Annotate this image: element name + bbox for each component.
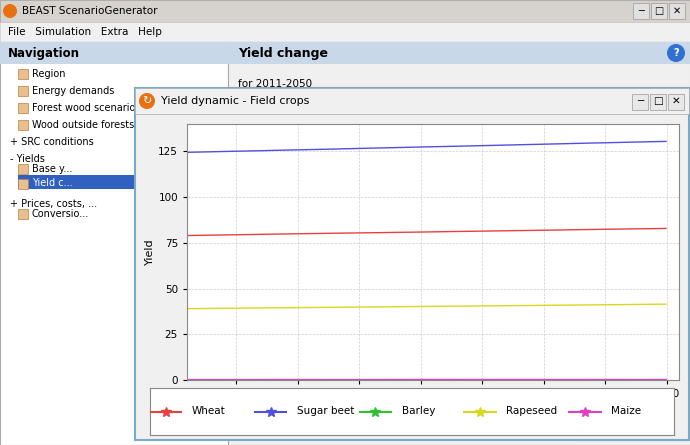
Text: Region: Region	[32, 69, 66, 79]
Circle shape	[667, 44, 685, 62]
Bar	[0, 42, 228, 64]
Bar	[18, 103, 28, 113]
Text: Yield change: Yield change	[238, 46, 328, 60]
Y-axis label: Yield: Yield	[146, 239, 155, 265]
Text: ─: ─	[638, 6, 644, 16]
Text: Wood outside forests scenario: Wood outside forests scenario	[32, 120, 179, 130]
Bar	[18, 86, 28, 96]
Text: ?: ?	[673, 48, 679, 58]
Text: Barley: Barley	[402, 406, 435, 417]
Bar	[668, 94, 684, 110]
Text: + SRC conditions: + SRC conditions	[10, 137, 94, 147]
Text: Wheat: Wheat	[192, 406, 226, 417]
Bar	[0, 0, 690, 22]
Text: Yield c...: Yield c...	[32, 178, 72, 188]
Bar	[303, 106, 343, 124]
Text: ✕: ✕	[673, 6, 681, 16]
Text: Maize: Maize	[611, 406, 641, 417]
Bar	[0, 22, 690, 42]
Bar	[18, 209, 28, 219]
Bar	[228, 42, 690, 64]
Text: - Yields: - Yields	[10, 154, 45, 164]
Text: File   Simulation   Extra   Help: File Simulation Extra Help	[8, 27, 162, 37]
Bar	[135, 88, 689, 440]
Circle shape	[139, 93, 155, 109]
Bar	[18, 175, 228, 189]
Text: ✕: ✕	[671, 96, 680, 106]
Bar	[18, 164, 28, 174]
Bar	[575, 418, 685, 440]
Bar	[18, 69, 28, 79]
Text: ─: ─	[637, 96, 643, 106]
Text: Conversio...: Conversio...	[32, 209, 89, 219]
Text: Open visualization: Open visualization	[585, 424, 676, 434]
Text: BEAST ScenarioGenerator: BEAST ScenarioGenerator	[22, 6, 157, 16]
Bar	[632, 94, 648, 110]
Text: + Prices, costs, ...: + Prices, costs, ...	[10, 199, 97, 209]
Bar	[669, 3, 685, 19]
Bar	[18, 120, 28, 130]
Text: □: □	[654, 6, 664, 16]
Text: Sugar beet: Sugar beet	[297, 406, 354, 417]
Bar	[650, 94, 666, 110]
Text: 0,1: 0,1	[315, 109, 331, 119]
Bar	[633, 3, 649, 19]
Bar	[228, 42, 690, 445]
Text: for 2011-2050: for 2011-2050	[238, 79, 312, 89]
Circle shape	[3, 4, 17, 18]
Text: Rapeseed: Rapeseed	[506, 406, 558, 417]
Text: □: □	[653, 96, 663, 106]
Bar	[18, 179, 28, 189]
Text: ↻: ↻	[142, 96, 152, 106]
Text: %/a: %/a	[348, 109, 368, 119]
X-axis label: Year: Year	[421, 405, 445, 415]
Text: Field crops:: Field crops:	[238, 109, 297, 119]
Text: Navigation: Navigation	[8, 46, 80, 60]
Bar	[135, 88, 689, 114]
Bar	[651, 3, 667, 19]
Text: Base y...: Base y...	[32, 164, 72, 174]
Text: Yield dynamic - Field crops: Yield dynamic - Field crops	[161, 96, 309, 106]
Text: Energy demands: Energy demands	[32, 86, 115, 96]
Bar	[547, 418, 571, 440]
Bar	[0, 42, 228, 445]
Text: Forest wood scenario: Forest wood scenario	[32, 103, 135, 113]
